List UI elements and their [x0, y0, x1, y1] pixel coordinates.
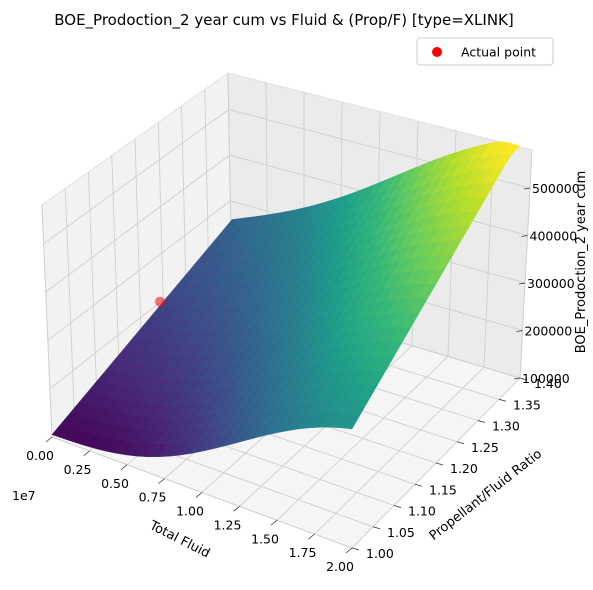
y-tick-mark	[456, 441, 465, 445]
surface-patch	[340, 413, 361, 430]
x-tick-mark	[270, 519, 278, 526]
scatter-points	[155, 296, 165, 307]
legend-box	[416, 37, 554, 66]
y-tick-label: 1.10	[408, 504, 436, 519]
z-tick-label: 400000	[530, 229, 578, 244]
y-tick-mark	[414, 483, 423, 487]
x-tick-label: 0.25	[64, 462, 92, 477]
z-tick-mark	[516, 330, 523, 332]
y-tick-mark	[372, 526, 381, 530]
z-tick-mark	[513, 377, 521, 380]
x-tick-label: 2.00	[326, 559, 354, 574]
x-tick-mark	[45, 436, 53, 443]
x-tick-mark	[233, 506, 240, 512]
x-tick-mark	[83, 450, 90, 457]
x-offset-text: 1e7	[12, 488, 36, 503]
x-axis-label: Total Fluid	[146, 518, 212, 562]
y-tick-mark	[477, 420, 486, 423]
y-tick-mark	[435, 462, 444, 466]
y-tick-mark	[498, 398, 507, 402]
y-tick-label: 1.00	[366, 546, 394, 561]
legend-marker-actual-point	[432, 47, 442, 57]
x-tick-label: 0.75	[139, 490, 167, 505]
chart-title: BOE_Prodoction_2 year cum vs Fluid & (Pr…	[54, 11, 514, 30]
y-tick-label: 1.30	[492, 419, 520, 434]
x-tick-label: 1.50	[251, 531, 279, 546]
y-tick-label: 1.20	[450, 461, 478, 476]
y-tick-label: 1.40	[534, 376, 562, 391]
y-tick-mark	[519, 377, 528, 381]
x-tick-mark	[158, 478, 165, 484]
z-axis-label: BOE_Prodoction_2 year cum	[574, 171, 589, 354]
surface-plot	[51, 141, 521, 458]
y-tick-mark	[393, 505, 402, 508]
x-tick-mark	[345, 547, 353, 554]
z-tick-mark	[523, 187, 531, 190]
legend-label-actual-point: Actual point	[461, 45, 536, 60]
axis-ticks: 0.00 0.25 0.50 0.75 1.00 1.25 1.50 1.75 2.00 1.00…	[26, 181, 580, 574]
legend: Actual point	[416, 37, 554, 66]
z-tick-label: 100000	[522, 371, 570, 386]
x-tick-label: 0.50	[101, 476, 129, 491]
z-tick-mark	[518, 282, 526, 285]
y-tick-mark	[351, 547, 360, 551]
scatter-point-actual	[155, 296, 165, 307]
z-tick-label: 200000	[525, 324, 573, 339]
x-tick-mark	[120, 464, 128, 471]
y-tick-label: 1.15	[429, 482, 457, 497]
x-tick-label: 0.00	[26, 448, 54, 463]
y-tick-label: 1.35	[513, 397, 541, 412]
z-tick-mark	[521, 235, 528, 237]
z-tick-label: 500000	[532, 181, 580, 196]
x-tick-mark	[195, 492, 203, 498]
x-tick-label: 1.00	[176, 504, 204, 519]
x-tick-label: 1.25	[214, 517, 242, 532]
y-tick-label: 1.05	[387, 525, 415, 540]
y-tick-label: 1.25	[471, 440, 499, 455]
x-tick-label: 1.75	[289, 545, 317, 560]
x-tick-mark	[308, 533, 315, 540]
z-tick-label: 300000	[527, 276, 575, 291]
